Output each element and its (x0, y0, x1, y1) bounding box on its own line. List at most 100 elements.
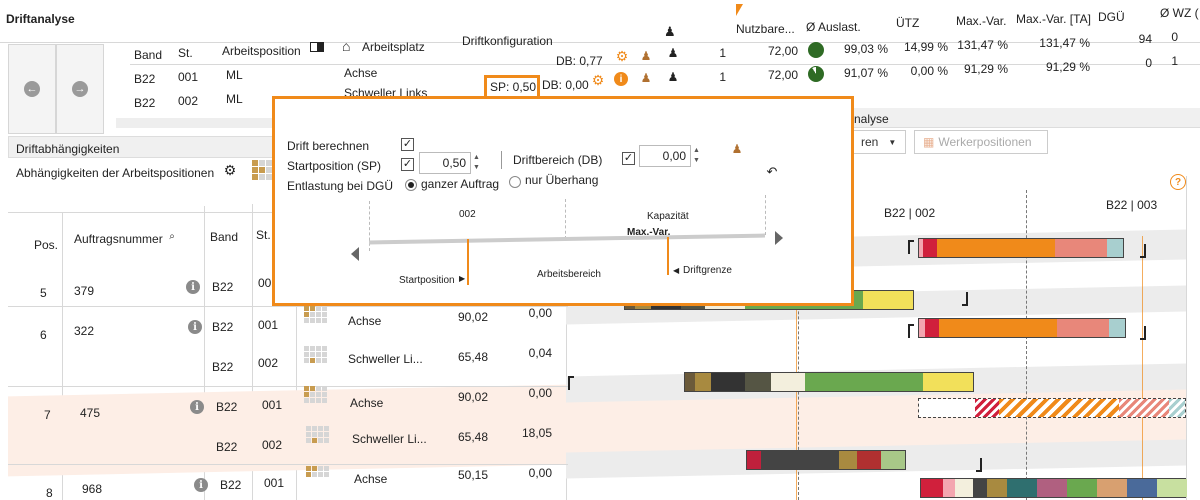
row-pos: 6 (40, 328, 47, 342)
radio-nur-label: nur Überhang (525, 173, 599, 187)
drift-settings-icon[interactable]: ⚙ (591, 71, 605, 88)
startposition-label: Startposition (SP) (287, 159, 382, 173)
row-v1: 90,02 (457, 310, 488, 324)
driftgrenze-marker[interactable] (667, 237, 669, 275)
chevron-up-icon[interactable]: ▲ (693, 147, 700, 154)
gantt-bar-overflow[interactable] (918, 398, 1186, 418)
driftbereich-input[interactable]: 0,00 (639, 145, 691, 167)
row2-ap: ML (226, 92, 243, 106)
row-st: 001 (258, 318, 279, 332)
col-pos[interactable]: Pos. (34, 238, 59, 252)
gantt-bar[interactable] (920, 478, 1187, 498)
col-driftkonfiguration[interactable]: Driftkonfiguration (462, 34, 553, 48)
row-platz: Achse (348, 314, 382, 328)
driftbereich-checkbox[interactable]: ✓ (622, 152, 635, 165)
radio-ganzer-auftrag[interactable] (405, 179, 417, 191)
gear-icon[interactable]: ⚙ (223, 161, 237, 178)
group-icon[interactable]: ♟ (731, 142, 743, 156)
row2-wz: 1 (1171, 54, 1178, 68)
group-icon[interactable]: ♟ (640, 49, 652, 63)
startposition-input[interactable]: 0,50 (419, 152, 471, 174)
col-auslast[interactable]: Ø Auslast. (806, 20, 861, 34)
info-icon[interactable]: i (190, 400, 204, 414)
info-icon[interactable]: i (614, 72, 628, 86)
row2-maxvar: 91,29 % (963, 62, 1008, 76)
row-v2: 18,05 (521, 426, 552, 440)
col-b22-003: B22 | 003 (1106, 198, 1158, 212)
bracket (908, 240, 914, 254)
arrow-left-icon: ← (24, 81, 40, 97)
chevron-down-icon: ▼ (888, 137, 897, 147)
startposition-marker[interactable] (467, 239, 469, 285)
arrow-right-icon (775, 231, 783, 245)
col-maxvar-ta[interactable]: Max.-Var. [TA] (1016, 12, 1091, 26)
help-icon[interactable]: ? (1170, 174, 1186, 190)
drift-settings-icon[interactable]: ⚙ (615, 47, 629, 64)
col-band[interactable]: Band (210, 230, 239, 244)
col-maxvar[interactable]: Max.-Var. (956, 14, 1007, 28)
diagram-driftgrenze: Driftgrenze (683, 265, 732, 276)
info-icon[interactable]: i (186, 280, 200, 294)
bracket (908, 324, 914, 338)
row1-db: DB: 0,77 (556, 54, 603, 68)
col-utz[interactable]: ÜTZ (896, 16, 920, 30)
row2-count: 1 (719, 70, 726, 84)
back-button[interactable]: ← (8, 44, 56, 134)
driftbereich-stepper[interactable]: ▲ ▼ (693, 146, 703, 168)
col-dgu[interactable]: DGÜ (1098, 10, 1125, 24)
info-icon[interactable]: i (188, 320, 202, 334)
gantt-bar[interactable] (918, 318, 1126, 338)
col-st[interactable]: St. (178, 46, 193, 60)
chevron-up-icon[interactable]: ▲ (473, 154, 480, 161)
app-title: Driftanalyse (6, 12, 75, 26)
col-arbeitsplatz[interactable]: Arbeitsplatz (362, 40, 425, 54)
startposition-checkbox[interactable]: ✓ (401, 158, 414, 171)
info-icon[interactable]: i (194, 478, 208, 492)
diagram-guide (369, 201, 370, 251)
row2-sp[interactable]: SP: 0,50 (490, 80, 537, 94)
werkerpositionen-button[interactable]: ▦ Werkerpositionen (914, 130, 1048, 154)
group-icon[interactable]: ♟ (640, 71, 652, 85)
abhaengigkeiten-label: Abhängigkeiten der Arbeitspositionen (16, 166, 215, 180)
forward-button[interactable]: → (56, 44, 104, 134)
arrow-left-icon (351, 247, 359, 261)
grid-icon[interactable] (252, 160, 272, 180)
col-auftrag[interactable]: Auftragsnummer (74, 232, 163, 246)
row2-dgu: 0 (1145, 56, 1152, 70)
col-band[interactable]: Band (134, 48, 163, 62)
col-wz[interactable]: Ø WZ ( (1160, 6, 1199, 20)
row-v1: 65,48 (457, 350, 488, 364)
gantt-guide (798, 226, 799, 500)
row2-band: B22 (134, 96, 156, 110)
gantt-bar[interactable] (746, 450, 906, 470)
row-band: B22 (212, 360, 234, 374)
row1-maxvar: 131,47 % (957, 38, 1008, 52)
search-icon[interactable]: ⌕ (169, 230, 175, 242)
chevron-down-icon[interactable]: ▼ (693, 157, 700, 164)
row-v1: 90,02 (457, 390, 488, 404)
col-arbeitsposition[interactable]: Arbeitsposition (222, 44, 301, 58)
undo-icon[interactable]: ↶ (766, 164, 778, 179)
startposition-stepper[interactable]: ▲ ▼ (473, 153, 483, 175)
bracket (1140, 244, 1146, 258)
row-auftrag: 322 (74, 324, 95, 338)
row-auftrag: 968 (82, 482, 103, 496)
col-nutzbare[interactable]: Nutzbare... (736, 22, 795, 36)
diagram-axis (368, 233, 766, 245)
row-v2: 0,00 (528, 466, 552, 480)
col-st[interactable]: St. (256, 228, 271, 242)
divider (0, 42, 1200, 43)
gantt-bar[interactable] (918, 238, 1124, 258)
row-st: 002 (258, 356, 279, 370)
divider (204, 206, 205, 500)
dropdown[interactable]: ren ▼ (852, 130, 906, 154)
toggle-icon[interactable] (310, 42, 324, 52)
chevron-down-icon[interactable]: ▼ (473, 164, 480, 171)
drift-berechnen-checkbox[interactable]: ✓ (401, 138, 414, 151)
gantt-bar[interactable] (684, 372, 974, 392)
row1-platz: Achse (344, 66, 378, 80)
row2-db: DB: 0,00 (542, 78, 589, 92)
row-v2: 0,04 (528, 346, 552, 360)
radio-nur-ueberhang[interactable] (509, 176, 521, 188)
chevron-right-icon: ▶ (459, 274, 466, 283)
